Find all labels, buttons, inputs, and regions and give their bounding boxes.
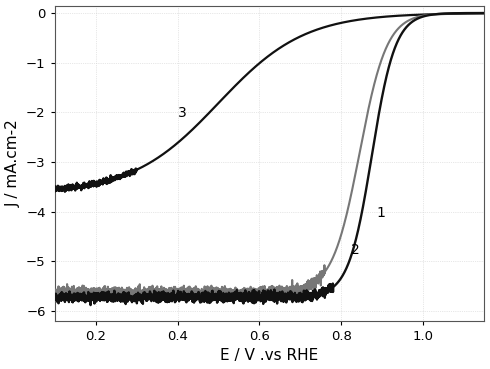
Text: 1: 1 [376, 206, 385, 220]
X-axis label: E / V .vs RHE: E / V .vs RHE [220, 348, 318, 363]
Text: 3: 3 [177, 106, 186, 120]
Text: 2: 2 [351, 243, 360, 257]
Y-axis label: J / mA.cm-2: J / mA.cm-2 [5, 119, 21, 207]
